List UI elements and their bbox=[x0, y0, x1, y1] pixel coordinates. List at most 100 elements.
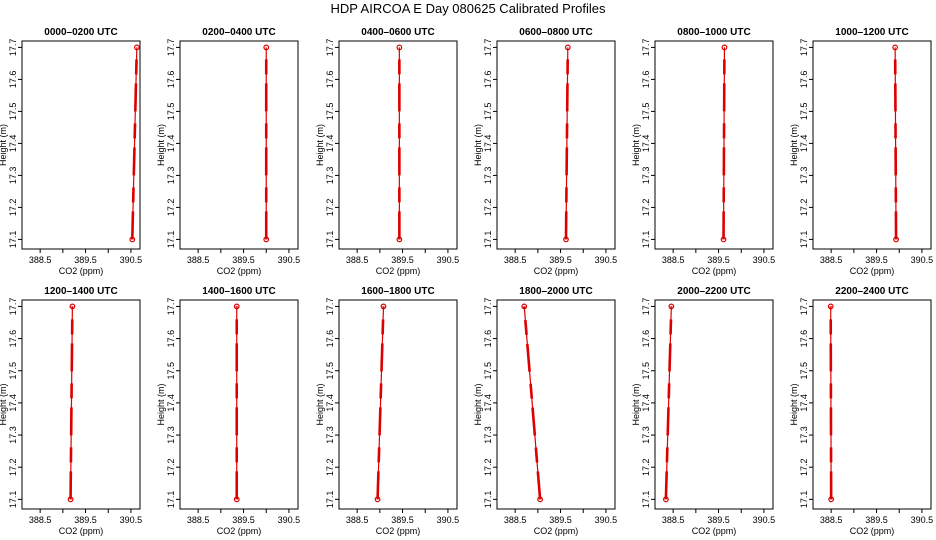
y-tick-label: 17.2 bbox=[799, 458, 809, 476]
y-tick-label: 17.3 bbox=[8, 167, 18, 185]
x-tick-label: 389.5 bbox=[707, 255, 730, 265]
y-tick-label: 17.6 bbox=[799, 71, 809, 89]
x-axis-label: CO2 (ppm) bbox=[850, 266, 895, 276]
panel: 0400–0600 UTC 388.5 389.5 390.5 17.1 17.2 17.3… bbox=[315, 27, 459, 276]
plot-frame bbox=[338, 40, 458, 250]
panel: 0600–0800 UTC 388.5 389.5 390.5 17.1 17.2 17.3… bbox=[473, 27, 617, 276]
x-tick-label: 390.5 bbox=[753, 255, 776, 265]
y-tick-label: 17.2 bbox=[325, 458, 335, 476]
y-tick-label: 17.1 bbox=[641, 491, 651, 509]
x-tick-label: 388.5 bbox=[29, 255, 52, 265]
panel-title: 0600–0800 UTC bbox=[519, 27, 592, 38]
y-axis-label: Height (m) bbox=[789, 383, 799, 425]
x-tick-label: 388.5 bbox=[346, 255, 369, 265]
y-tick-label: 17.6 bbox=[325, 71, 335, 89]
x-tick-label: 389.5 bbox=[232, 255, 255, 265]
y-axis-label: Height (m) bbox=[473, 124, 483, 166]
y-tick-label: 17.7 bbox=[325, 298, 335, 316]
y-tick-label: 17.4 bbox=[8, 135, 18, 153]
profile-line bbox=[131, 47, 138, 240]
panel-title: 1600–1800 UTC bbox=[361, 286, 434, 297]
y-tick-label: 17.1 bbox=[166, 231, 176, 249]
x-tick-label: 388.5 bbox=[187, 255, 210, 265]
y-tick-label: 17.7 bbox=[799, 39, 809, 57]
y-tick-label: 17.6 bbox=[483, 71, 493, 89]
x-tick-label: 389.5 bbox=[549, 515, 572, 525]
y-tick-label: 17.6 bbox=[8, 330, 18, 348]
data-point bbox=[263, 236, 270, 243]
y-tick-label: 17.2 bbox=[166, 199, 176, 217]
data-point bbox=[828, 496, 835, 503]
plot-frame bbox=[654, 40, 774, 250]
panel-title: 0000–0200 UTC bbox=[44, 27, 117, 38]
x-tick-label: 390.5 bbox=[120, 255, 143, 265]
plot-frame bbox=[179, 40, 299, 250]
y-axis-label: Height (m) bbox=[315, 383, 325, 425]
plot-frame bbox=[496, 299, 616, 510]
y-tick-label: 17.7 bbox=[166, 298, 176, 316]
y-tick-label: 17.5 bbox=[325, 362, 335, 380]
x-tick-label: 390.5 bbox=[595, 255, 618, 265]
panels: 0000–0200 UTC 388.5 389.5 390.5 17.1 17.2 17.3… bbox=[0, 27, 933, 536]
x-tick-label: 390.5 bbox=[911, 515, 934, 525]
panel: 0800–1000 UTC 388.5 389.5 390.5 17.1 17.2 17.3… bbox=[631, 27, 775, 276]
x-axis-label: CO2 (ppm) bbox=[376, 526, 421, 536]
plot-frame bbox=[179, 299, 299, 510]
x-axis-label: CO2 (ppm) bbox=[59, 266, 104, 276]
data-point bbox=[129, 236, 136, 243]
y-tick-label: 17.7 bbox=[166, 39, 176, 57]
plot-frame bbox=[654, 299, 774, 510]
x-axis-label: CO2 (ppm) bbox=[534, 526, 579, 536]
y-tick-label: 17.7 bbox=[483, 298, 493, 316]
x-axis-label: CO2 (ppm) bbox=[376, 266, 421, 276]
y-tick-label: 17.5 bbox=[799, 362, 809, 380]
data-point bbox=[380, 303, 387, 310]
y-tick-label: 17.6 bbox=[641, 71, 651, 89]
x-tick-label: 389.5 bbox=[865, 515, 888, 525]
y-tick-label: 17.2 bbox=[799, 199, 809, 217]
y-tick-label: 17.5 bbox=[483, 362, 493, 380]
y-tick-label: 17.3 bbox=[641, 167, 651, 185]
x-tick-label: 388.5 bbox=[29, 515, 52, 525]
data-point bbox=[233, 496, 240, 503]
x-axis-label: CO2 (ppm) bbox=[59, 526, 104, 536]
data-point bbox=[374, 496, 381, 503]
y-tick-label: 17.6 bbox=[641, 330, 651, 348]
y-tick-label: 17.6 bbox=[483, 330, 493, 348]
data-point bbox=[69, 303, 76, 310]
x-tick-label: 390.5 bbox=[437, 515, 460, 525]
data-point bbox=[396, 236, 403, 243]
plot-frame bbox=[338, 299, 458, 510]
panel-title: 2000–2200 UTC bbox=[677, 286, 750, 297]
x-tick-label: 389.5 bbox=[74, 515, 97, 525]
x-axis-label: CO2 (ppm) bbox=[692, 266, 737, 276]
y-tick-label: 17.4 bbox=[799, 394, 809, 412]
y-axis-label: Height (m) bbox=[0, 383, 8, 425]
y-tick-label: 17.6 bbox=[166, 330, 176, 348]
y-tick-label: 17.4 bbox=[799, 135, 809, 153]
y-tick-label: 17.7 bbox=[641, 39, 651, 57]
y-tick-label: 17.6 bbox=[8, 71, 18, 89]
y-tick-label: 17.5 bbox=[641, 362, 651, 380]
data-point bbox=[662, 496, 669, 503]
x-tick-label: 389.5 bbox=[549, 255, 572, 265]
y-tick-label: 17.3 bbox=[483, 426, 493, 444]
y-tick-label: 17.1 bbox=[483, 491, 493, 509]
x-tick-label: 390.5 bbox=[753, 515, 776, 525]
y-axis-label: Height (m) bbox=[156, 383, 166, 425]
x-tick-label: 389.5 bbox=[865, 255, 888, 265]
x-tick-label: 390.5 bbox=[595, 515, 618, 525]
panel: 1600–1800 UTC 388.5 389.5 390.5 17.1 17.2 17.3… bbox=[315, 286, 459, 536]
data-point bbox=[892, 44, 899, 51]
x-tick-label: 389.5 bbox=[74, 255, 97, 265]
y-tick-label: 17.1 bbox=[799, 231, 809, 249]
x-tick-label: 388.5 bbox=[662, 515, 685, 525]
profile-line bbox=[376, 306, 385, 500]
profile-line bbox=[894, 47, 897, 240]
y-tick-label: 17.7 bbox=[325, 39, 335, 57]
profile-line bbox=[523, 306, 541, 500]
y-tick-label: 17.2 bbox=[641, 199, 651, 217]
y-tick-label: 17.5 bbox=[799, 103, 809, 121]
profile-line bbox=[665, 306, 672, 500]
